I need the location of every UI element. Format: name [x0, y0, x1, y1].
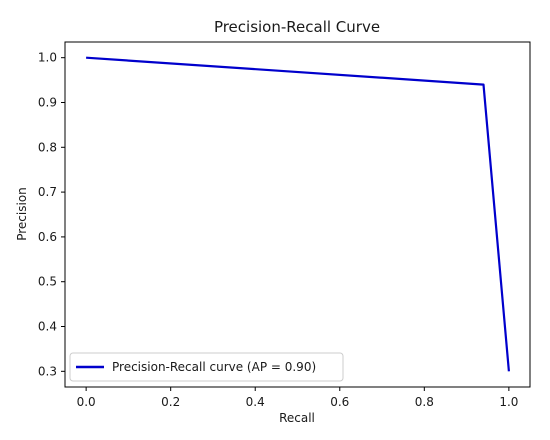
y-tick-label: 1.0 [38, 51, 57, 65]
y-tick-label: 0.7 [38, 185, 57, 199]
y-tick-label: 0.6 [38, 230, 57, 244]
x-tick-label: 0.4 [246, 395, 265, 409]
x-axis-ticks: 0.0 0.2 0.4 0.6 0.8 1.0 [77, 387, 518, 409]
series-line-0 [86, 56, 510, 372]
y-tick-label: 0.8 [38, 140, 57, 154]
y-axis-ticks: 0.3 0.4 0.5 0.6 0.7 0.8 0.9 1.0 [38, 51, 65, 378]
series-layer [86, 56, 510, 372]
legend-entry: Precision-Recall curve (AP = 0.90) [112, 360, 316, 374]
y-tick-label: 0.5 [38, 275, 57, 289]
y-tick-label: 0.3 [38, 364, 57, 378]
legend-box [69, 352, 344, 382]
x-tick-label: 0.0 [77, 395, 96, 409]
y-tick-label: 0.4 [38, 320, 57, 334]
x-axis-label: Recall [279, 411, 315, 425]
x-tick-label: 0.6 [330, 395, 349, 409]
y-axis-label: Precision [15, 187, 29, 241]
x-tick-label: 0.2 [161, 395, 180, 409]
plot-area-frame [64, 41, 531, 388]
y-tick-label: 0.9 [38, 95, 57, 109]
x-tick-label: 0.8 [415, 395, 434, 409]
legend: Precision-Recall curve (AP = 0.90) [69, 352, 344, 382]
chart-title: Precision-Recall Curve [214, 18, 380, 36]
x-tick-label: 1.0 [499, 395, 518, 409]
